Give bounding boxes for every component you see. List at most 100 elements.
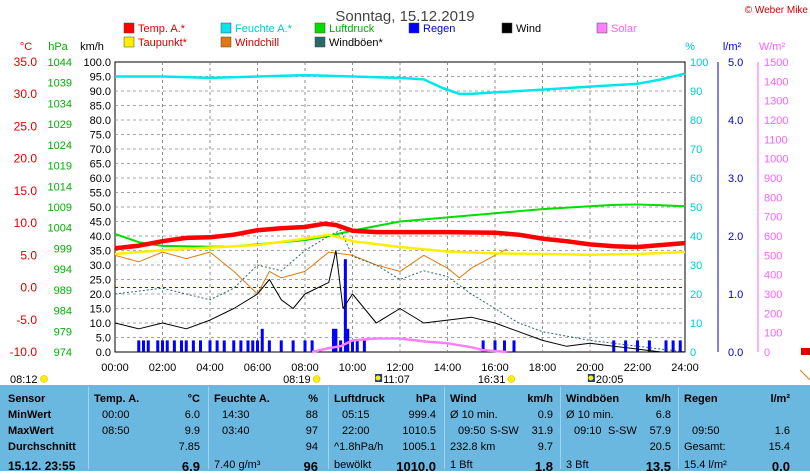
solar-tick-label: 700	[764, 212, 782, 224]
table-separator	[678, 387, 679, 469]
wind-tick-label: 20.0	[90, 289, 111, 301]
table-value: 1010.0	[396, 459, 436, 474]
rain-tick-label: 0.0	[728, 347, 743, 359]
moon-phase-icon	[588, 375, 594, 381]
legend-swatch	[314, 22, 326, 34]
axes: 35.0 30.0 25.0 20.0 15.0 10.0 5.0 0.0 -5.0 -10.0 1…	[10, 55, 789, 359]
rain-bar	[156, 340, 160, 352]
legend-swatch	[596, 22, 608, 34]
pressure-tick-label: 1039	[48, 78, 72, 90]
rain-bar	[671, 340, 675, 352]
rain-bar	[279, 340, 283, 352]
rain-bar	[246, 340, 250, 352]
rain-bar	[142, 340, 145, 352]
temp-tick-label: 15.0	[14, 184, 38, 198]
row-label: MaxWert	[8, 425, 54, 437]
table-value: 1010.5	[402, 425, 436, 437]
rain-bar	[191, 340, 195, 352]
legend-label: Regen	[423, 23, 455, 35]
table-value: 6.9	[181, 459, 200, 474]
solar-tick-label: 1400	[764, 76, 788, 88]
axis-units: °C hPa km/h% l/m² W/m²	[20, 41, 786, 53]
table-unit: l/m²	[770, 393, 790, 405]
wind-tick-label: 70.0	[90, 144, 111, 156]
table-time: Gesamt:	[684, 441, 726, 453]
legend-label: Luftdruck	[329, 23, 375, 35]
temp-tick-label: -5.0	[16, 313, 37, 327]
sun-icon	[312, 375, 321, 383]
rain-bar	[222, 340, 226, 352]
table-separator	[444, 387, 445, 469]
table-time: 00:00	[102, 409, 130, 421]
wind-tick-label: 25.0	[90, 275, 111, 287]
rain-bar	[180, 340, 183, 352]
table-value: 1.8	[534, 459, 553, 474]
rain-tick-label: 3.0	[728, 173, 743, 185]
rain-bar	[199, 340, 202, 352]
rain-bar	[172, 340, 176, 352]
table-time: 08:50	[102, 425, 130, 437]
rain-bar	[215, 340, 219, 352]
rain-bar	[481, 340, 485, 352]
table-value: 88	[305, 409, 318, 421]
table-time: 15.4 l/m²	[684, 459, 727, 471]
cutoff-marker	[801, 348, 810, 355]
wind-tick-label: 50.0	[90, 202, 111, 214]
rain-bar	[239, 340, 243, 352]
sun-icon	[40, 375, 48, 383]
rain-bar	[267, 340, 271, 352]
table-header: Regen	[684, 393, 718, 405]
table-value: 0.0	[771, 459, 790, 474]
table-time: 09:10	[574, 425, 602, 437]
rain-bar	[355, 340, 359, 352]
legend-swatch	[314, 36, 326, 48]
solar-tick-label: 1500	[764, 57, 788, 69]
temp-tick-label: 30.0	[14, 87, 38, 101]
table-value: 6.8	[655, 409, 671, 421]
humidity-tick-label: 20	[690, 289, 702, 301]
humidity-axis-unit: %	[685, 41, 695, 53]
pressure-tick-label: 1024	[48, 140, 72, 152]
wind-tick-label: 85.0	[90, 101, 111, 113]
legend-swatch	[220, 22, 232, 34]
rain-tick-label: 4.0	[728, 115, 743, 127]
legend-swatch	[123, 36, 135, 48]
table-separator	[208, 387, 209, 469]
sun-times: 08:12 08:19 11:07 16:31 20:05	[10, 374, 623, 385]
rain-bar	[351, 340, 354, 352]
wind-tick-label: 45.0	[90, 217, 111, 229]
rain-bar	[165, 340, 169, 352]
legend-label: Solar	[611, 23, 637, 35]
table-unit: hPa	[415, 393, 436, 405]
rain-bar	[291, 340, 295, 352]
rain-bar	[256, 340, 259, 352]
rain-bar	[636, 340, 639, 352]
rain-bar	[303, 340, 307, 352]
table-value: 96	[303, 459, 318, 474]
table-time: 03:40	[222, 425, 250, 437]
solar-tick-label: 1000	[764, 154, 788, 166]
rain-bar	[184, 340, 188, 352]
table-time: 09:50	[692, 425, 720, 437]
legend-swatch	[220, 36, 232, 48]
table-unit: km/h	[645, 393, 671, 405]
humidity-tick-label: 60	[690, 173, 702, 185]
wind-tick-label: 10.0	[90, 318, 111, 330]
pressure-tick-label: 1009	[48, 202, 72, 214]
wind-tick-label: 30.0	[90, 260, 111, 272]
rain-bar	[251, 340, 255, 352]
table-time: 05:15	[342, 409, 370, 421]
table-unit: °C	[187, 393, 200, 405]
table-header: Feuchte A.	[214, 393, 270, 405]
time-tick-label: 00:00	[101, 362, 129, 374]
series-line-temp-a	[114, 221, 686, 251]
legend-label: Feuchte A.*	[235, 23, 293, 35]
table-separator	[328, 387, 329, 469]
wind-tick-label: 15.0	[90, 304, 111, 316]
pressure-tick-label: 999	[54, 243, 72, 255]
table-value: 6.0	[184, 409, 200, 421]
solar-tick-label: 0	[764, 347, 770, 359]
table-time: ^1.8hPa/h	[334, 441, 384, 453]
rain-bar	[146, 340, 150, 352]
temp-tick-label: 25.0	[14, 119, 38, 133]
